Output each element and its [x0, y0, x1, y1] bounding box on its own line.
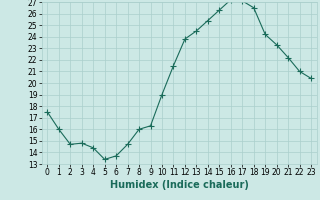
X-axis label: Humidex (Indice chaleur): Humidex (Indice chaleur)	[110, 180, 249, 190]
